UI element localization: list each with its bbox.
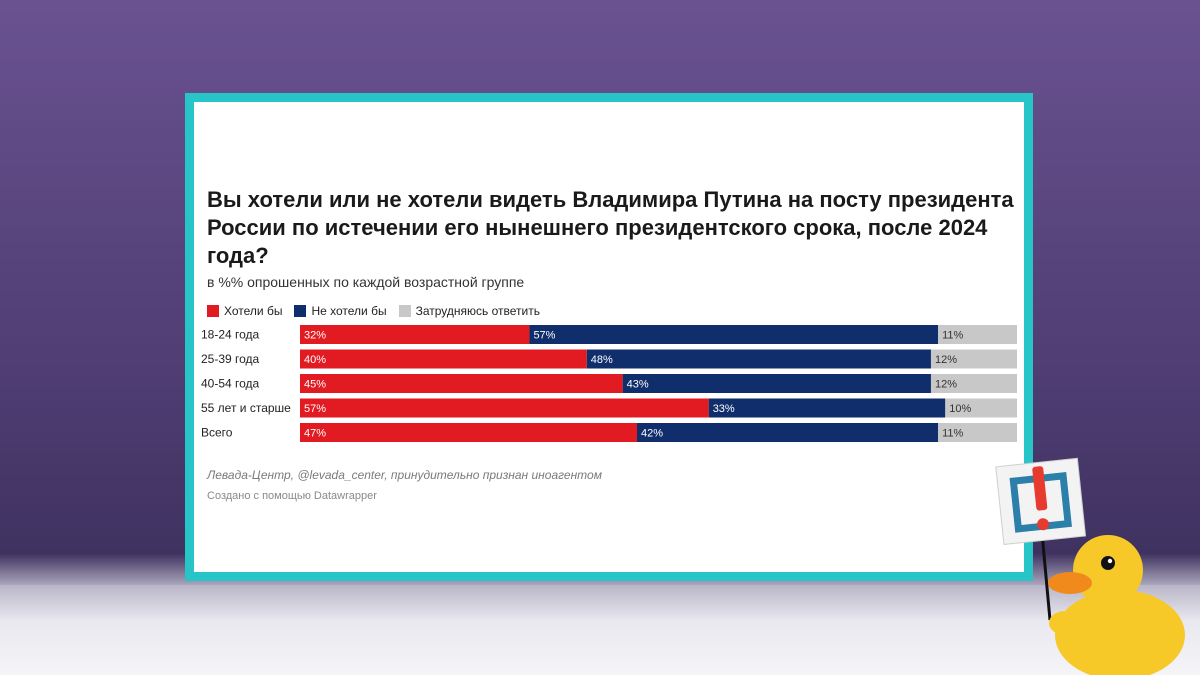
- row-label-0: 18-24 года: [201, 328, 260, 342]
- legend-swatch-undecided: [398, 305, 411, 317]
- bar-segment-4-2: [938, 423, 1017, 442]
- bar-segment-3-0: [300, 398, 709, 418]
- data-label-0-1: 57%: [533, 330, 555, 342]
- legend-item-undecided: Затрудняюсь ответить: [398, 304, 540, 318]
- legend-swatch-not-want: [294, 305, 307, 317]
- duck-icon: [1048, 535, 1185, 675]
- sign-stick: [1040, 532, 1052, 621]
- legend-item-not-want: Не хотели бы: [294, 304, 387, 318]
- chart-screen: Вы хотели или не хотели видеть Владимира…: [185, 93, 1033, 581]
- chart-credit: Создано с помощью Datawrapper: [207, 490, 377, 502]
- row-label-4: Всего: [201, 426, 233, 440]
- data-label-1-1: 48%: [591, 354, 613, 366]
- chart-legend: Хотели бы Не хотели бы Затрудняюсь ответ…: [207, 304, 540, 318]
- bar-segment-2-0: [300, 374, 623, 393]
- row-label-2: 40-54 года: [201, 377, 260, 391]
- stacked-bar-chart: 18-24 года 32% 57% 11% 25-39 года 40% 48% 12% 40…: [201, 325, 1017, 442]
- bar-segment-3-1: [708, 398, 946, 418]
- bar-segment-1-1: [586, 349, 931, 369]
- bar-segment-0-0: [300, 325, 530, 344]
- legend-swatch-want: [207, 305, 219, 317]
- legend-label-want: Хотели бы: [224, 304, 283, 318]
- bar-segment-2-1: [622, 374, 931, 393]
- data-label-4-1: 42%: [641, 428, 663, 440]
- row-label-1: 25-39 года: [201, 352, 260, 366]
- data-label-4-0: 47%: [304, 428, 326, 440]
- chart-title: Вы хотели или не хотели видеть Владимира…: [207, 187, 1014, 268]
- data-label-2-2: 12%: [935, 379, 957, 391]
- chart-source: Левада-Центр, @levada_center, принудител…: [207, 468, 602, 482]
- row-label-3: 55 лет и старше: [201, 401, 291, 415]
- legend-item-want: Хотели бы: [207, 304, 282, 318]
- data-label-3-0: 57%: [304, 403, 326, 415]
- bar-segment-4-1: [636, 423, 939, 442]
- data-label-2-1: 43%: [627, 379, 649, 391]
- data-label-4-2: 11%: [942, 428, 963, 440]
- bar-segment-4-0: [300, 423, 637, 442]
- chart-subtitle: в %% опрошенных по каждой возрастной гру…: [207, 274, 525, 290]
- data-label-1-0: 40%: [304, 354, 326, 366]
- legend-label-not-want: Не хотели бы: [311, 304, 387, 318]
- bar-segment-0-2: [938, 325, 1017, 344]
- bar-segment-2-2: [930, 374, 1017, 393]
- data-label-2-0: 45%: [304, 379, 326, 391]
- bar-segment-1-2: [930, 349, 1017, 369]
- data-label-3-1: 33%: [713, 403, 735, 415]
- exclamation-sign-icon: [995, 457, 1087, 546]
- data-label-0-0: 32%: [304, 330, 326, 342]
- studio-floor: [0, 585, 1200, 675]
- bar-segment-1-0: [300, 349, 587, 369]
- duck-mascot-illustration: [995, 457, 1185, 675]
- legend-label-undecided: Затрудняюсь ответить: [415, 304, 540, 318]
- bar-segment-3-2: [945, 398, 1017, 418]
- data-label-0-2: 11%: [942, 330, 963, 342]
- data-label-1-2: 12%: [935, 354, 957, 366]
- data-label-3-2: 10%: [949, 403, 971, 415]
- bar-segment-0-1: [529, 325, 939, 344]
